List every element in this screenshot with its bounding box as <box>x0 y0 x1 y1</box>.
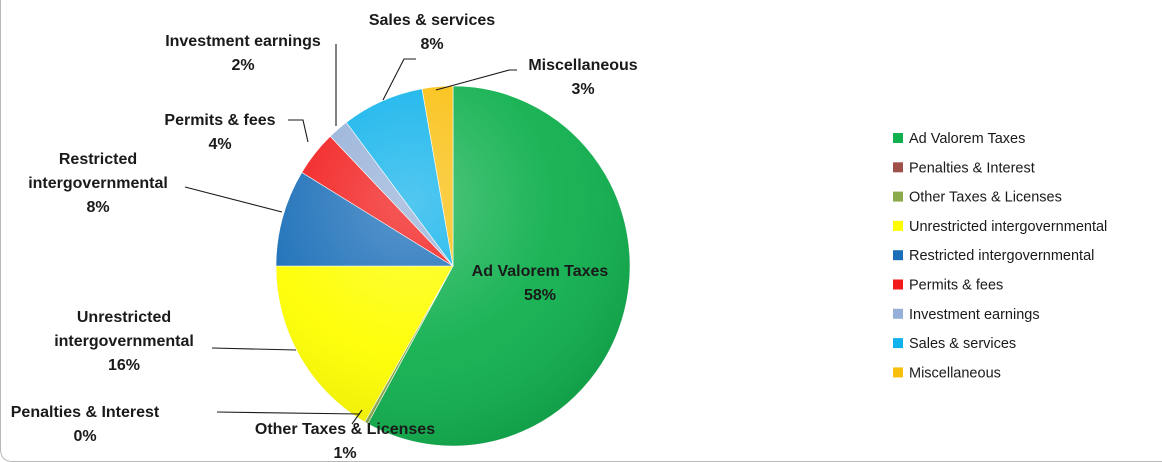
leader-line-restricted-intergovernmental <box>184 186 283 213</box>
category-label-restricted-intergovernmental: intergovernmental <box>28 175 168 192</box>
percent-label-penalties-and-interest: 0% <box>73 428 96 445</box>
percent-label-restricted-intergovernmental: 8% <box>86 199 109 216</box>
legend-swatch-other-taxes-and-licenses <box>893 191 903 202</box>
percent-label-miscellaneous: 3% <box>571 81 594 98</box>
category-label-miscellaneous: Miscellaneous <box>528 57 637 74</box>
legend-swatch-investment-earnings <box>893 308 903 319</box>
category-label-ad-valorem-taxes: Ad Valorem Taxes <box>472 263 609 280</box>
percent-label-unrestricted-intergovernmental: 16% <box>108 357 140 374</box>
legend-label-unrestricted-intergovernmental: Unrestricted intergovernmental <box>909 219 1107 235</box>
leader-line-other-taxes-and-licenses <box>351 409 363 425</box>
percent-label-other-taxes-and-licenses: 1% <box>333 445 356 462</box>
category-label-penalties-and-interest: Penalties & Interest <box>11 404 160 421</box>
legend-label-penalties-and-interest: Penalties & Interest <box>909 160 1035 176</box>
legend-label-investment-earnings: Investment earnings <box>909 307 1040 323</box>
legend-swatch-restricted-intergovernmental <box>893 250 903 261</box>
legend-label-permits-and-fees: Permits & fees <box>909 278 1003 294</box>
category-label-investment-earnings: Investment earnings <box>165 33 321 50</box>
legend: Ad Valorem Taxes Penalties & Interest Othe… <box>893 131 1107 381</box>
percent-label-ad-valorem-taxes: 58% <box>524 287 556 304</box>
percent-label-investment-earnings: 2% <box>231 57 254 74</box>
legend-swatch-penalties-and-interest <box>893 162 903 173</box>
legend-label-other-taxes-and-licenses: Other Taxes & Licenses <box>909 190 1062 206</box>
legend-swatch-unrestricted-intergovernmental <box>893 220 903 231</box>
legend-swatch-permits-and-fees <box>893 279 903 290</box>
percent-label-permits-and-fees: 4% <box>208 136 231 153</box>
leader-line-unrestricted-intergovernmental <box>211 347 297 351</box>
leader-line-miscellaneous <box>435 69 517 91</box>
leader-line-sales-and-services <box>382 58 416 101</box>
category-label-sales-and-services: Sales & services <box>369 12 495 29</box>
category-label-restricted-intergovernmental: Restricted <box>59 151 137 168</box>
category-label-permits-and-fees: Permits & fees <box>164 112 275 129</box>
legend-label-sales-and-services: Sales & services <box>909 336 1016 352</box>
legend-swatch-ad-valorem-taxes <box>893 133 903 143</box>
category-label-unrestricted-intergovernmental: intergovernmental <box>54 333 194 350</box>
leader-line-permits-and-fees <box>288 119 309 143</box>
legend-label-miscellaneous: Miscellaneous <box>909 365 1001 381</box>
legend-label-ad-valorem-taxes: Ad Valorem Taxes <box>909 131 1025 147</box>
percent-label-sales-and-services: 8% <box>420 36 443 53</box>
legend-label-restricted-intergovernmental: Restricted intergovernmental <box>909 248 1094 264</box>
leader-line-penalties-and-interest <box>216 411 361 415</box>
legend-swatch-miscellaneous <box>893 367 903 378</box>
category-label-other-taxes-and-licenses: Other Taxes & Licenses <box>255 421 435 438</box>
legend-swatch-sales-and-services <box>893 338 903 349</box>
category-label-unrestricted-intergovernmental: Unrestricted <box>77 309 171 326</box>
